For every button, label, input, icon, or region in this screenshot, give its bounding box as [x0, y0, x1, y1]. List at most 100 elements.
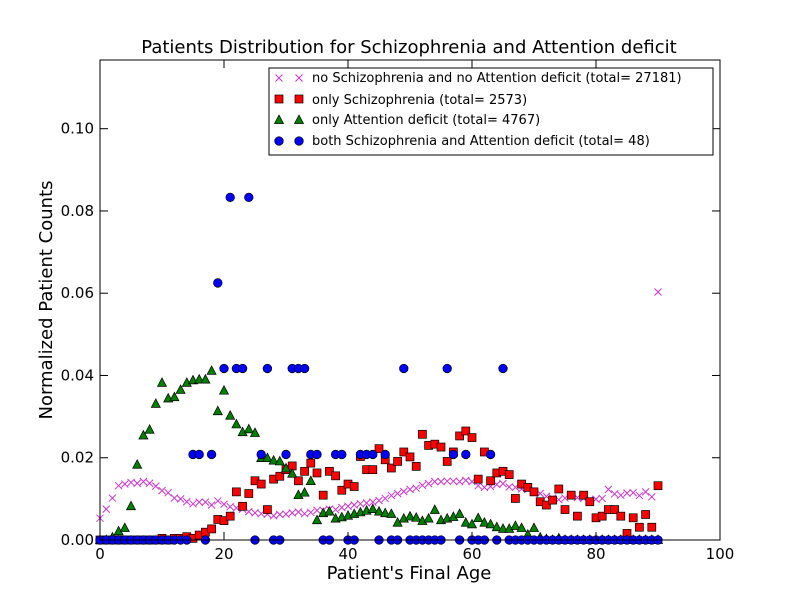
data-point	[194, 373, 205, 384]
data-point	[491, 521, 502, 532]
data-point	[381, 494, 390, 503]
data-point	[225, 511, 235, 521]
data-point	[616, 511, 626, 521]
data-point	[263, 505, 272, 514]
data-point	[311, 514, 323, 525]
data-point	[120, 480, 129, 488]
data-point	[362, 499, 371, 507]
data-point	[653, 481, 663, 491]
data-point	[287, 468, 298, 478]
data-point	[647, 492, 656, 501]
data-point	[288, 508, 297, 517]
data-point	[132, 458, 143, 469]
data-point	[466, 518, 478, 529]
data-point	[504, 470, 514, 479]
chart-title: Patients Distribution for Schizophrenia …	[141, 37, 676, 58]
data-point	[436, 442, 446, 452]
data-point	[486, 476, 495, 486]
data-point	[560, 505, 570, 514]
data-point	[182, 497, 191, 506]
data-point	[337, 503, 346, 512]
data-point	[344, 502, 352, 511]
data-point	[213, 278, 223, 288]
data-point	[479, 516, 490, 527]
data-point	[511, 494, 520, 503]
data-point	[256, 479, 266, 489]
y-tick-label: 0.06	[61, 284, 94, 302]
data-point	[201, 498, 210, 507]
data-point	[399, 447, 409, 457]
data-point	[225, 192, 235, 203]
data-point	[244, 489, 254, 498]
data-point	[158, 486, 166, 495]
data-point	[454, 508, 465, 518]
data-point	[418, 481, 427, 490]
legend-marker	[294, 94, 304, 104]
legend-label-no-both: no Schizophrenia and no Attention defici…	[312, 71, 682, 86]
y-tick-label: 0.10	[61, 120, 94, 138]
data-point	[380, 449, 390, 460]
data-point	[548, 495, 557, 505]
data-point	[306, 508, 315, 517]
data-point	[220, 500, 228, 509]
data-point	[300, 466, 309, 476]
data-point	[176, 495, 185, 503]
data-point	[262, 363, 273, 374]
data-point	[598, 494, 607, 503]
data-point	[108, 494, 117, 502]
data-point	[418, 429, 427, 439]
data-point	[189, 499, 197, 508]
plot-area	[94, 192, 664, 545]
plot-frame	[99, 59, 721, 541]
data-point	[499, 479, 507, 488]
y-tick-label: 0.02	[61, 449, 94, 467]
data-point	[164, 488, 173, 497]
data-point	[238, 501, 247, 511]
data-point	[467, 433, 477, 442]
data-point	[399, 363, 409, 374]
data-point	[387, 491, 396, 500]
data-point	[654, 288, 662, 296]
data-point	[281, 449, 291, 460]
data-point	[647, 522, 657, 532]
data-point	[393, 489, 402, 498]
data-point	[219, 516, 229, 526]
data-point	[150, 398, 161, 408]
data-point	[337, 485, 347, 495]
data-point	[119, 522, 130, 532]
data-point	[485, 449, 496, 460]
legend-box	[268, 67, 714, 156]
data-point	[312, 468, 322, 478]
data-point	[411, 462, 421, 471]
data-point	[251, 508, 259, 517]
data-point	[610, 505, 619, 514]
data-point	[516, 522, 527, 532]
data-point	[455, 477, 464, 486]
legend-marker	[275, 74, 283, 82]
data-point	[393, 457, 402, 466]
data-point	[386, 508, 397, 518]
data-point	[268, 454, 279, 465]
data-point	[218, 384, 230, 395]
data-point	[138, 429, 149, 440]
data-point	[461, 476, 470, 485]
legend-label-both: both Schizophrenia and Attention deficit…	[312, 134, 650, 149]
data-point	[206, 365, 217, 375]
data-point	[460, 516, 471, 527]
data-point	[604, 485, 613, 494]
data-point	[448, 449, 459, 460]
data-point	[461, 426, 471, 436]
data-point	[219, 363, 229, 374]
data-point	[294, 508, 303, 516]
data-point	[349, 482, 359, 491]
y-axis-label: Normalized Patient Counts	[36, 180, 57, 419]
data-point	[102, 505, 111, 514]
data-point	[579, 490, 588, 500]
legend-label-only-attention-deficit: only Attention deficit (total= 4767)	[312, 113, 540, 128]
data-point	[635, 522, 644, 532]
legend-marker	[295, 74, 303, 82]
data-point	[473, 474, 483, 484]
data-point	[566, 490, 576, 500]
series-no-schizophrenia-and-no-attention-deficit-total-27181	[96, 288, 662, 523]
